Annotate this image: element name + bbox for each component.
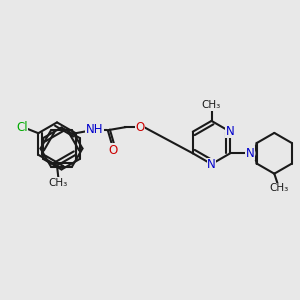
Text: CH₃: CH₃ bbox=[202, 100, 221, 110]
Text: CH₃: CH₃ bbox=[269, 183, 288, 193]
Text: O: O bbox=[136, 121, 145, 134]
Text: NH: NH bbox=[86, 123, 104, 136]
Text: N: N bbox=[246, 147, 255, 160]
Text: N: N bbox=[207, 158, 216, 171]
Text: CH₃: CH₃ bbox=[49, 178, 68, 188]
Text: Cl: Cl bbox=[16, 121, 28, 134]
Text: O: O bbox=[108, 144, 118, 157]
Text: N: N bbox=[226, 124, 235, 138]
